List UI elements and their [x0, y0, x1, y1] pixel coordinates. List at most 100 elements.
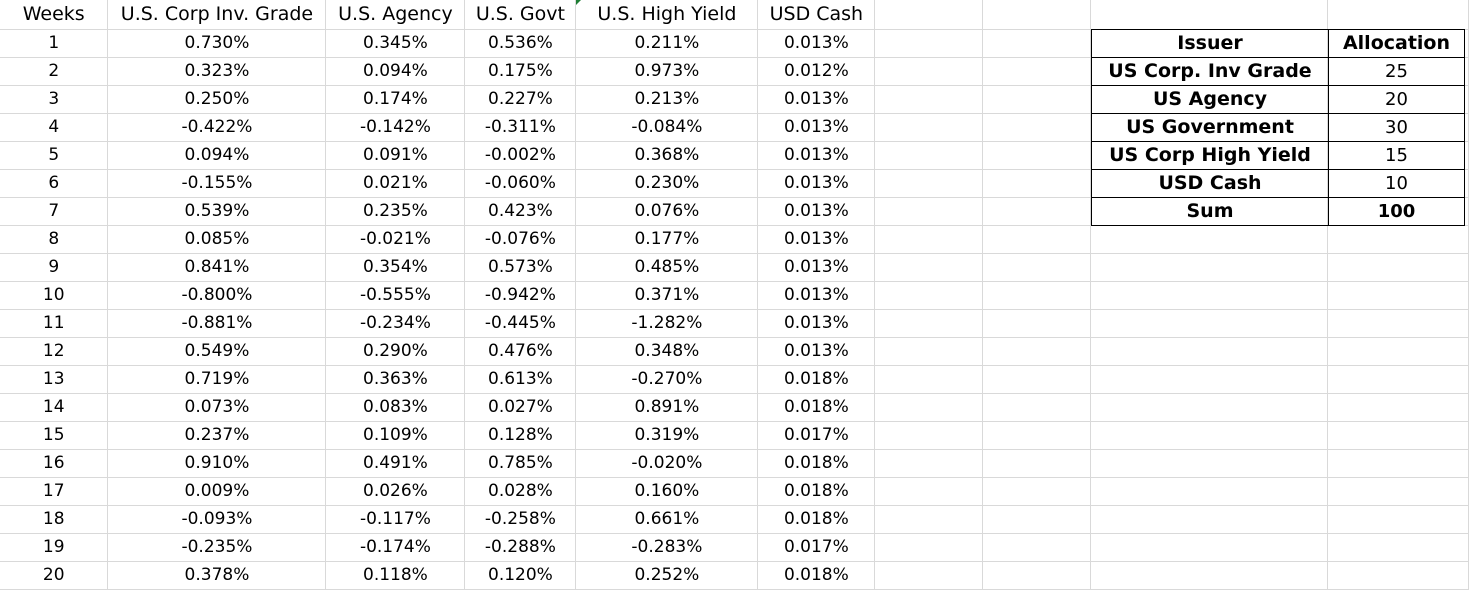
- allocation-value-cell[interactable]: 20: [1328, 85, 1465, 114]
- empty-cell[interactable]: [874, 281, 984, 310]
- return-cell[interactable]: 0.094%: [107, 141, 327, 170]
- return-cell[interactable]: 0.027%: [464, 393, 577, 422]
- return-cell[interactable]: 0.378%: [107, 561, 327, 590]
- empty-cell[interactable]: [1090, 393, 1329, 422]
- empty-cell[interactable]: [874, 113, 984, 142]
- week-cell[interactable]: 20: [0, 561, 109, 590]
- week-cell[interactable]: 5: [0, 141, 109, 170]
- return-cell[interactable]: 0.613%: [464, 365, 577, 394]
- issuer-header[interactable]: Issuer: [1091, 29, 1329, 58]
- return-cell[interactable]: 0.026%: [325, 477, 466, 506]
- return-cell[interactable]: -0.942%: [464, 281, 577, 310]
- empty-cell[interactable]: [982, 505, 1092, 534]
- return-cell[interactable]: 0.109%: [325, 421, 466, 450]
- return-cell[interactable]: 0.118%: [325, 561, 466, 590]
- empty-cell[interactable]: [982, 169, 1092, 198]
- issuer-name-cell[interactable]: US Government: [1091, 113, 1329, 142]
- return-cell[interactable]: 0.009%: [107, 477, 327, 506]
- return-cell[interactable]: -0.142%: [325, 113, 466, 142]
- empty-cell[interactable]: [982, 57, 1092, 86]
- return-cell[interactable]: 0.363%: [325, 365, 466, 394]
- return-cell[interactable]: -0.093%: [107, 505, 327, 534]
- return-cell[interactable]: -0.021%: [325, 225, 466, 254]
- empty-cell[interactable]: [874, 449, 984, 478]
- return-cell[interactable]: 0.423%: [464, 197, 577, 226]
- return-cell[interactable]: 0.730%: [107, 29, 327, 58]
- empty-cell[interactable]: [874, 169, 984, 198]
- return-cell[interactable]: 0.891%: [575, 393, 759, 422]
- week-cell[interactable]: 9: [0, 253, 109, 282]
- return-cell[interactable]: 0.250%: [107, 85, 327, 114]
- empty-cell[interactable]: [1327, 449, 1469, 478]
- sum-value-cell[interactable]: 100: [1328, 197, 1465, 226]
- column-header-cell[interactable]: U.S. Corp Inv. Grade: [107, 0, 327, 30]
- return-cell[interactable]: 0.573%: [464, 253, 577, 282]
- return-cell[interactable]: -0.422%: [107, 113, 327, 142]
- return-cell[interactable]: 0.013%: [757, 113, 876, 142]
- return-cell[interactable]: 0.227%: [464, 85, 577, 114]
- issuer-name-cell[interactable]: US Corp High Yield: [1091, 141, 1329, 170]
- empty-cell[interactable]: [982, 449, 1092, 478]
- column-header-cell[interactable]: Weeks: [0, 0, 109, 30]
- week-cell[interactable]: 8: [0, 225, 109, 254]
- column-header-cell[interactable]: U.S. Agency: [325, 0, 466, 30]
- empty-cell[interactable]: [874, 561, 984, 590]
- week-cell[interactable]: 15: [0, 421, 109, 450]
- return-cell[interactable]: 0.021%: [325, 169, 466, 198]
- week-cell[interactable]: 19: [0, 533, 109, 562]
- empty-cell[interactable]: [1090, 449, 1329, 478]
- week-cell[interactable]: 1: [0, 29, 109, 58]
- empty-cell[interactable]: [1327, 561, 1469, 590]
- return-cell[interactable]: 0.841%: [107, 253, 327, 282]
- empty-cell[interactable]: [982, 561, 1092, 590]
- empty-cell[interactable]: [982, 29, 1092, 58]
- empty-cell[interactable]: [1327, 337, 1469, 366]
- return-cell[interactable]: 0.213%: [575, 85, 759, 114]
- return-cell[interactable]: 0.785%: [464, 449, 577, 478]
- empty-cell[interactable]: [874, 197, 984, 226]
- empty-cell[interactable]: [982, 141, 1092, 170]
- return-cell[interactable]: -0.234%: [325, 309, 466, 338]
- empty-cell[interactable]: [982, 253, 1092, 282]
- return-cell[interactable]: 0.013%: [757, 169, 876, 198]
- empty-cell[interactable]: [1327, 505, 1469, 534]
- return-cell[interactable]: -0.555%: [325, 281, 466, 310]
- week-cell[interactable]: 10: [0, 281, 109, 310]
- return-cell[interactable]: 0.018%: [757, 505, 876, 534]
- return-cell[interactable]: 0.348%: [575, 337, 759, 366]
- return-cell[interactable]: 0.323%: [107, 57, 327, 86]
- sum-label-cell[interactable]: Sum: [1091, 197, 1329, 226]
- allocation-value-cell[interactable]: 30: [1328, 113, 1465, 142]
- empty-cell[interactable]: [1090, 253, 1329, 282]
- return-cell[interactable]: -0.076%: [464, 225, 577, 254]
- empty-cell[interactable]: [982, 0, 1092, 30]
- empty-cell[interactable]: [1090, 505, 1329, 534]
- return-cell[interactable]: 0.539%: [107, 197, 327, 226]
- return-cell[interactable]: 0.485%: [575, 253, 759, 282]
- empty-cell[interactable]: [1090, 225, 1329, 254]
- week-cell[interactable]: 16: [0, 449, 109, 478]
- empty-cell[interactable]: [1090, 421, 1329, 450]
- empty-cell[interactable]: [874, 477, 984, 506]
- return-cell[interactable]: 0.536%: [464, 29, 577, 58]
- empty-cell[interactable]: [1090, 0, 1329, 30]
- return-cell[interactable]: 0.013%: [757, 337, 876, 366]
- return-cell[interactable]: 0.018%: [757, 393, 876, 422]
- issuer-name-cell[interactable]: USD Cash: [1091, 169, 1329, 198]
- return-cell[interactable]: 0.013%: [757, 281, 876, 310]
- empty-cell[interactable]: [1327, 421, 1469, 450]
- return-cell[interactable]: 0.235%: [325, 197, 466, 226]
- column-header-cell[interactable]: U.S. High Yield: [575, 0, 759, 30]
- allocation-value-cell[interactable]: 25: [1328, 57, 1465, 86]
- empty-cell[interactable]: [1090, 533, 1329, 562]
- return-cell[interactable]: 0.211%: [575, 29, 759, 58]
- empty-cell[interactable]: [982, 365, 1092, 394]
- return-cell[interactable]: -0.174%: [325, 533, 466, 562]
- empty-cell[interactable]: [874, 29, 984, 58]
- empty-cell[interactable]: [1090, 477, 1329, 506]
- return-cell[interactable]: 0.290%: [325, 337, 466, 366]
- empty-cell[interactable]: [982, 337, 1092, 366]
- empty-cell[interactable]: [874, 309, 984, 338]
- return-cell[interactable]: 0.177%: [575, 225, 759, 254]
- return-cell[interactable]: 0.013%: [757, 29, 876, 58]
